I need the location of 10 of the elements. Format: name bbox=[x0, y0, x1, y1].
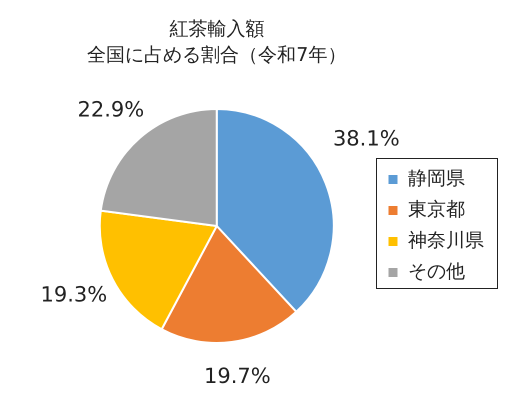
legend-label: 東京都 bbox=[408, 198, 465, 220]
chart-title: 紅茶輸入額 bbox=[169, 18, 264, 40]
data-label: 22.9% bbox=[78, 97, 144, 122]
legend-label: 神奈川県 bbox=[408, 229, 484, 252]
data-label: 19.3% bbox=[40, 282, 108, 306]
legend-label: その他 bbox=[408, 260, 465, 282]
legend-label: 静岡県 bbox=[408, 167, 465, 190]
data-label: 38.1% bbox=[332, 126, 400, 150]
chart-subtitle: 全国に占める割合（令和7年） bbox=[87, 44, 346, 66]
data-label: 19.7% bbox=[204, 364, 271, 388]
